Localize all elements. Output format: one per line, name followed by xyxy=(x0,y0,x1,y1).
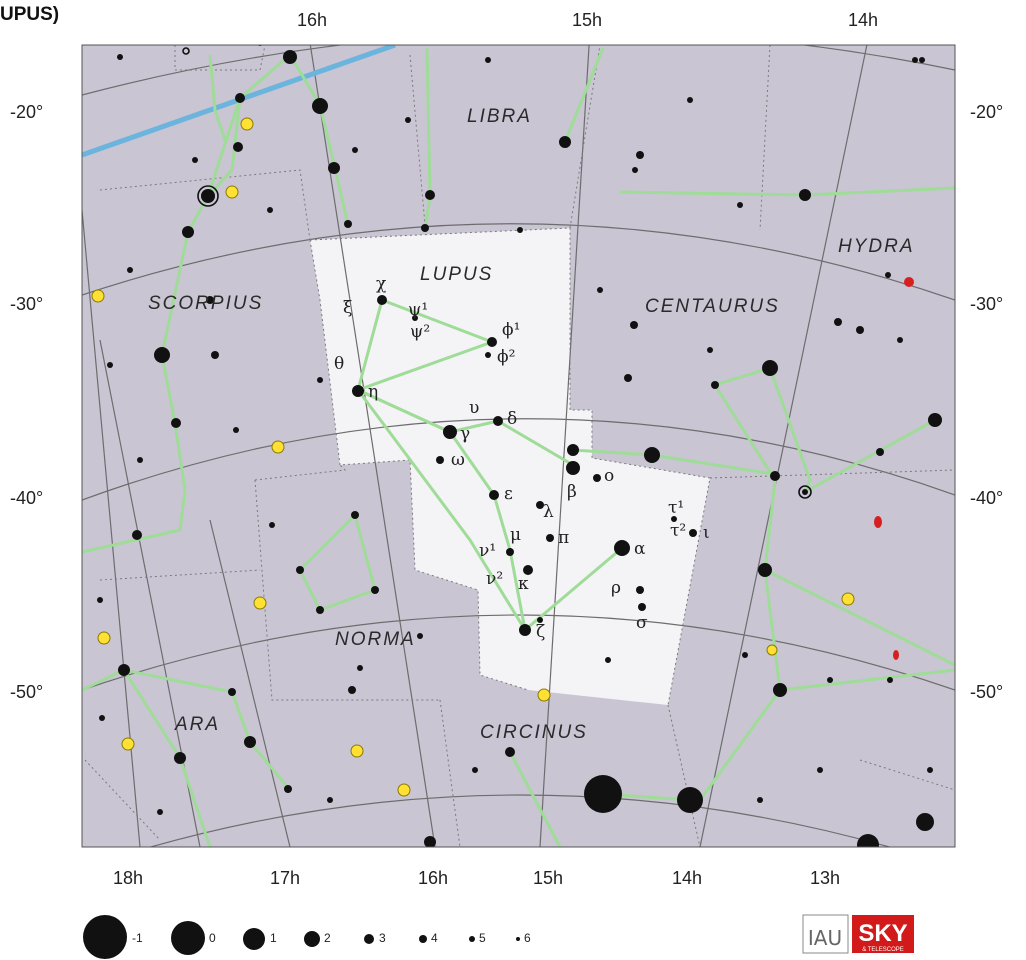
star-label-xi: ξ xyxy=(343,298,352,318)
constellation-libra: LIBRA xyxy=(467,106,532,127)
dec-left-30: -30° xyxy=(10,294,43,314)
star-label-delta: δ xyxy=(507,409,517,429)
ra-bottom-16h: 16h xyxy=(418,868,448,888)
ra-bottom-18h: 18h xyxy=(113,868,143,888)
star-labels: χ ξ ψ¹ ψ² ϕ¹ ϕ² θ η υ δ γ ω β ο ε λ τ¹ τ… xyxy=(334,274,710,642)
sky-logo-sub: & TELESCOPE xyxy=(862,947,904,953)
lupus-region xyxy=(310,228,710,705)
star-label-gamma: γ xyxy=(460,424,470,444)
constellation-hydra: HYDRA xyxy=(838,236,915,257)
legend-mag-m1: -1 xyxy=(132,931,143,945)
dec-left-labels: -20° -30° -40° -50° xyxy=(10,102,43,702)
boundaries xyxy=(84,45,955,847)
star-label-nu2: ν² xyxy=(486,569,503,589)
dec-right-50: -50° xyxy=(970,682,1003,702)
iau-logo-text: IAU xyxy=(808,926,842,950)
ra-top-16h: 16h xyxy=(297,10,327,30)
ra-bottom-14h: 14h xyxy=(672,868,702,888)
constellation-ara: ARA xyxy=(174,714,220,735)
legend-mag-6: 6 xyxy=(524,931,531,945)
star-label-chi: χ xyxy=(376,274,386,294)
star-label-epsilon: ε xyxy=(504,484,513,504)
star-label-tau1: τ¹ xyxy=(668,498,684,518)
iau-logo: IAU xyxy=(802,914,849,954)
star-label-rho: ρ xyxy=(611,578,621,598)
star-label-zeta: ζ xyxy=(536,622,545,642)
magnitude-legend: -1 0 1 2 3 4 5 6 xyxy=(83,915,531,959)
sky-logo-text: SKY xyxy=(858,920,907,947)
legend-mag-2: 2 xyxy=(324,931,331,945)
star-label-pi: π xyxy=(558,528,569,548)
star-label-psi2: ψ² xyxy=(410,322,430,342)
dec-left-50: -50° xyxy=(10,682,43,702)
red-stars xyxy=(874,277,914,660)
constellation-norma: NORMA xyxy=(335,629,416,650)
constellation-scorpius: SCORPIUS xyxy=(148,293,263,314)
dec-gridlines xyxy=(82,45,955,847)
star-label-kappa: κ xyxy=(518,574,529,594)
star-label-lambda: λ xyxy=(543,502,554,522)
star-label-tau2: τ² xyxy=(670,521,686,541)
star-label-nu1: ν¹ xyxy=(479,541,496,561)
dec-right-30: -30° xyxy=(970,294,1003,314)
dec-left-20: -20° xyxy=(10,102,43,122)
legend-mag-1: 1 xyxy=(270,931,277,945)
star-label-phi2: ϕ² xyxy=(497,347,515,367)
deep-sky-objects xyxy=(91,117,855,797)
ra-top-14h: 14h xyxy=(848,10,878,30)
ra-bottom-labels: 18h 17h 16h 15h 14h 13h xyxy=(113,868,840,888)
star-label-phi1: ϕ¹ xyxy=(502,320,520,340)
legend-mag-4: 4 xyxy=(431,931,438,945)
star-label-psi1: ψ¹ xyxy=(408,300,428,320)
dec-right-labels: -20° -30° -40° -50° xyxy=(970,102,1003,702)
constellation-lupus: LUPUS xyxy=(420,264,493,285)
ra-bottom-13h: 13h xyxy=(810,868,840,888)
legend-mag-5: 5 xyxy=(479,931,486,945)
legend-mag-0: 0 xyxy=(209,931,216,945)
star-label-omicron: ο xyxy=(604,466,614,486)
constellation-centaurus: CENTAURUS xyxy=(645,296,780,317)
constellation-circinus: CIRCINUS xyxy=(480,722,588,743)
page-title: UPUS) xyxy=(0,4,60,25)
dec-right-20: -20° xyxy=(970,102,1003,122)
star-label-omega: ω xyxy=(451,450,465,470)
star-label-beta: β xyxy=(567,482,577,502)
star-label-theta: θ xyxy=(334,354,344,374)
double-stars xyxy=(182,47,812,499)
ra-bottom-17h: 17h xyxy=(270,868,300,888)
ra-top-labels: 16h 15h 14h xyxy=(297,10,878,30)
star-label-eta: η xyxy=(368,382,378,402)
ra-gridlines xyxy=(82,45,868,847)
star-label-alpha: α xyxy=(634,539,646,559)
stars xyxy=(97,45,942,847)
ra-bottom-15h: 15h xyxy=(533,868,563,888)
dec-left-40: -40° xyxy=(10,488,43,508)
dec-right-40: -40° xyxy=(970,488,1003,508)
legend-mag-3: 3 xyxy=(379,931,386,945)
ra-top-15h: 15h xyxy=(572,10,602,30)
star-label-iota: ι xyxy=(703,523,710,543)
star-label-sigma: σ xyxy=(636,613,648,633)
sky-telescope-logo: SKY & TELESCOPE xyxy=(852,915,914,953)
star-label-upsilon: υ xyxy=(469,398,479,418)
star-label-mu: μ xyxy=(510,525,521,545)
